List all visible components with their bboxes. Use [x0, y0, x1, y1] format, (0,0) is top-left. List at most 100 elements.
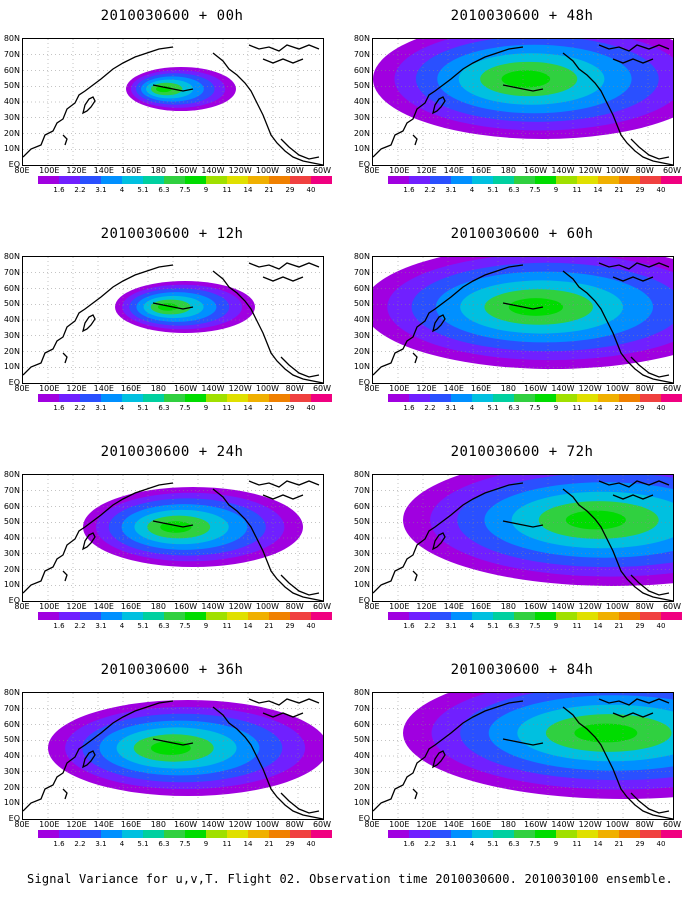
- variance-field: [83, 487, 303, 567]
- coastline: [598, 698, 670, 706]
- colorbar-swatch: [80, 176, 101, 184]
- map-panel: 2010030600 + 84h 80N 70N 60N 50N 40N 30N 20N 10N…: [352, 662, 692, 877]
- colorbar-swatch: [640, 830, 661, 838]
- colorbar-label: 2.2: [74, 404, 86, 412]
- map-canvas: [373, 39, 673, 165]
- map-panel: 2010030600 + 12h 80N 70N 60N 50N 40N 30N 20N 10N…: [2, 226, 342, 441]
- latitude-label: 80N: [3, 34, 20, 43]
- colorbar-label: 11: [572, 186, 582, 194]
- latitude-label: 20N: [3, 128, 20, 138]
- latitude-label: 60N: [353, 65, 370, 75]
- latitude-label: EQ: [8, 160, 20, 169]
- colorbar-label: 9: [553, 404, 559, 412]
- longitude-label: 60W: [662, 820, 682, 829]
- colorbar-label: 6.3: [158, 186, 170, 194]
- coastline: [82, 750, 96, 769]
- coastline: [373, 700, 524, 812]
- colorbar-label: 14: [593, 622, 603, 630]
- longitude-label: 60W: [662, 384, 682, 393]
- panel-title: 2010030600 + 36h: [100, 662, 244, 678]
- longitude-label: 160W: [174, 820, 198, 829]
- colorbar-swatch: [430, 612, 451, 620]
- latitude-label: 70N: [353, 49, 370, 59]
- coastline: [412, 352, 418, 364]
- longitude-label: 120W: [578, 384, 602, 393]
- latitude-label: 10N: [353, 144, 370, 154]
- colorbar-swatch: [227, 176, 248, 184]
- longitude-label: 80W: [285, 166, 304, 175]
- coastline: [248, 44, 320, 52]
- coastline: [412, 788, 418, 800]
- colorbar-label: 7.5: [529, 404, 541, 412]
- coastline: [598, 44, 670, 52]
- colorbar-label: 5.1: [137, 840, 149, 848]
- latitude-label: 50N: [353, 735, 370, 745]
- coastline: [432, 96, 446, 115]
- coastline: [612, 712, 654, 718]
- coastline: [62, 134, 68, 146]
- colorbar-label: 4: [469, 622, 475, 630]
- colorbar-label: 29: [285, 840, 295, 848]
- longitude-label: 160W: [174, 384, 198, 393]
- colorbar-label: 14: [243, 622, 253, 630]
- colorbar-swatch: [164, 176, 185, 184]
- colorbar-label: 40: [306, 404, 316, 412]
- colorbar-swatch: [248, 830, 269, 838]
- coastline: [502, 738, 544, 746]
- map-frame: [372, 474, 674, 602]
- latitude-label: 40N: [353, 751, 370, 760]
- longitude-label: 80E: [364, 602, 380, 611]
- coastline: [612, 58, 654, 64]
- latitude-label: 50N: [3, 81, 20, 91]
- colorbar-label: 21: [264, 840, 274, 848]
- longitude-label: 140E: [443, 384, 464, 393]
- longitude-label: 120E: [416, 820, 437, 829]
- colorbar-label: 6.3: [508, 404, 520, 412]
- map-frame: [22, 38, 324, 166]
- colorbar-label: 29: [635, 622, 645, 630]
- map-frame: [372, 38, 674, 166]
- colorbar-label: 3.1: [445, 186, 457, 194]
- colorbar-swatch: [661, 176, 682, 184]
- longitude-label: 140W: [551, 602, 575, 611]
- latitude-label: 40N: [3, 533, 20, 542]
- colorbar-label: 9: [203, 404, 209, 412]
- coastline: [432, 532, 446, 551]
- longitude-label: 100W: [255, 820, 280, 829]
- colorbar-swatch: [164, 612, 185, 620]
- latitude-label: 80N: [3, 252, 20, 261]
- latitude-label: 10N: [3, 362, 20, 372]
- colorbar-swatch: [248, 612, 269, 620]
- longitude-label: 160W: [524, 384, 548, 393]
- latitude-label: 20N: [353, 782, 370, 792]
- colorbar-swatch: [577, 830, 598, 838]
- longitude-label: 140W: [551, 384, 575, 393]
- colorbar-swatch: [290, 830, 311, 838]
- colorbar-label: 3.1: [95, 404, 107, 412]
- map-panel: 2010030600 + 48h 80N 70N 60N 50N 40N 30N 20N 10N…: [352, 8, 692, 223]
- coastline: [248, 698, 320, 706]
- map-canvas: [373, 693, 673, 819]
- colorbar-label: 5.1: [487, 404, 499, 412]
- panel-title: 2010030600 + 24h: [100, 444, 244, 460]
- coastline: [262, 58, 304, 64]
- colorbar-label: 4: [119, 186, 125, 194]
- longitude-label: 160E: [120, 602, 142, 611]
- longitude-label: 120W: [228, 384, 252, 393]
- colorbar-label: 14: [243, 186, 253, 194]
- contour-band: [501, 70, 551, 88]
- colorbar-swatch: [598, 176, 619, 184]
- latitude-label: 30N: [3, 548, 20, 558]
- latitude-label: 50N: [353, 517, 370, 527]
- coastline: [562, 488, 673, 601]
- latitude-label: 10N: [3, 144, 20, 154]
- graticule: [373, 39, 673, 165]
- colorbar-label: 21: [614, 186, 624, 194]
- colorbar-swatch: [122, 176, 143, 184]
- colorbar-label: 14: [243, 404, 253, 412]
- colorbar-label: 11: [572, 622, 582, 630]
- coastline: [373, 264, 524, 376]
- latitude-label: 70N: [353, 267, 370, 277]
- colorbar-label: 40: [656, 622, 666, 630]
- colorbar-swatch: [388, 394, 409, 402]
